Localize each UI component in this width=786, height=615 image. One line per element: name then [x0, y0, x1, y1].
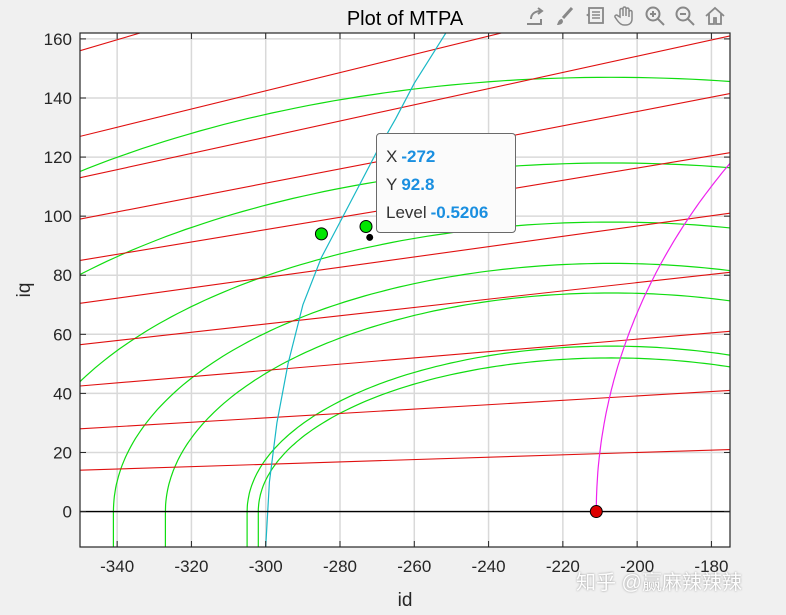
x-tick-label: -180: [694, 557, 728, 576]
torque-contour-line: [80, 35, 730, 179]
current-limit-circle: [595, 162, 730, 512]
y-tick-label: 160: [44, 30, 72, 49]
torque-contour-line: [80, 448, 730, 471]
y-tick-label: 40: [53, 384, 72, 403]
datatip-level-value: -0.5206: [430, 203, 489, 222]
x-tick-label: -280: [323, 557, 357, 576]
y-tick-label: 80: [53, 266, 72, 285]
voltage-ellipse-line: [112, 262, 730, 547]
torque-contour-line: [80, 330, 730, 387]
y-tick-label: 0: [63, 503, 72, 522]
voltage-ellipse-line: [80, 76, 730, 173]
datatip-x-label: X: [386, 147, 398, 166]
zoom-in-icon[interactable]: [642, 3, 668, 29]
datatip-icon[interactable]: [582, 3, 608, 29]
x-tick-label: -320: [174, 557, 208, 576]
torque-contour-line: [80, 271, 730, 346]
datatip-y-row: Y 92.8: [386, 171, 515, 199]
mtpa-curve: [265, 33, 447, 547]
voltage-ellipse-line: [257, 357, 730, 547]
datatip-level-label: Level: [386, 203, 427, 222]
voltage-ellipse-line: [164, 292, 730, 547]
home-icon[interactable]: [702, 3, 728, 29]
datatip-y-label: Y: [386, 175, 398, 194]
datatip-x-row: X -272: [386, 143, 515, 171]
watermark-text: 知乎 @赢麻辣辣辣: [576, 572, 742, 594]
axes-background: [80, 33, 730, 547]
datatip-level-row: Level -0.5206: [386, 199, 515, 227]
voltage-ellipse-line: [80, 221, 730, 383]
axis-ticks: -340 -320 -300 -280 -260 -240 -220 -200 -180 0 20 4…: [44, 30, 730, 576]
torque-contour-line: [80, 212, 730, 304]
y-axis-label: iq: [14, 283, 35, 298]
torque-contour-line: [80, 389, 730, 430]
x-tick-label: -200: [620, 557, 654, 576]
x-tick-label: -300: [249, 557, 283, 576]
y-tick-label: 140: [44, 89, 72, 108]
max-current-point: [589, 505, 603, 519]
datatip-x-value: -272: [401, 147, 436, 166]
pan-hand-icon[interactable]: [612, 3, 638, 29]
zoom-out-icon[interactable]: [672, 3, 698, 29]
y-tick-label: 120: [44, 148, 72, 167]
export-icon[interactable]: [522, 3, 548, 29]
voltage-ellipse-line: [246, 345, 730, 547]
datatip-point: [366, 233, 374, 241]
axes-toolbar: [522, 3, 728, 31]
y-tick-label: 60: [53, 325, 72, 344]
x-tick-label: -220: [546, 557, 580, 576]
y-tick-label: 20: [53, 443, 72, 462]
brush-icon[interactable]: [552, 3, 578, 29]
datatip-y-value: 92.8: [401, 175, 435, 194]
voltage-ellipse-line: [80, 162, 730, 276]
x-tick-label: -340: [100, 557, 134, 576]
datatip-box: X -272 Y 92.8 Level -0.5206: [376, 133, 516, 233]
mtpa-point: [314, 227, 328, 241]
grid-lines: [80, 33, 730, 547]
x-axis-label: id: [398, 590, 413, 611]
axes-box: [79, 32, 731, 548]
y-tick-label: 100: [44, 207, 72, 226]
intersection-point: [359, 219, 373, 233]
x-tick-label: -240: [472, 557, 506, 576]
x-tick-label: -260: [397, 557, 431, 576]
chart-title: Plot of MTPA: [347, 8, 464, 30]
torque-contour-line: [80, 33, 504, 137]
